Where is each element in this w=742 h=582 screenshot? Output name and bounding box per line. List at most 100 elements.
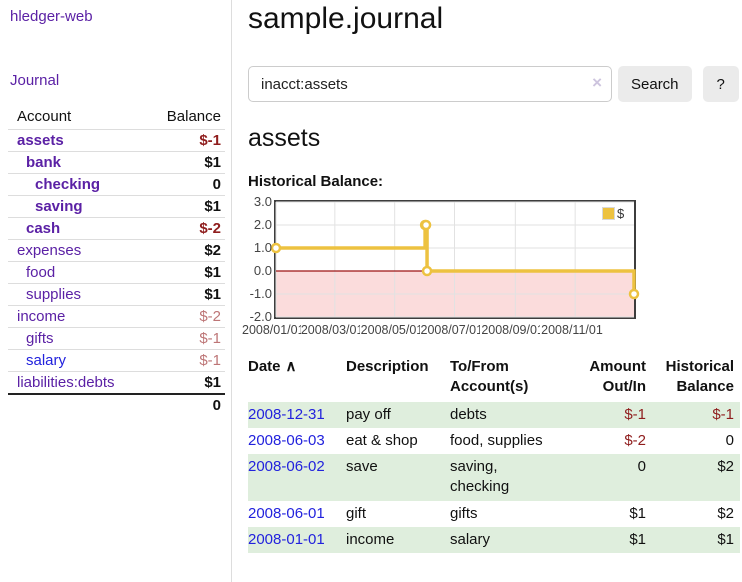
chart-plot-area [270,201,640,318]
transaction-description-cell: gift [346,504,367,522]
accounts-total-row: 0 [8,393,225,416]
transaction-balance-cell: $1 [652,526,740,553]
account-row: supplies $1 [8,283,225,306]
main-content: sample.journal × Search ? assets Histori… [232,0,742,582]
data-point-marker[interactable] [628,288,640,300]
account-balance: $-2 [148,305,225,328]
transaction-date-cell: 2008-12-31 [248,401,346,428]
transaction-date-link[interactable]: 2008-06-02 [248,458,325,475]
sidebar: hledger-web Journal Account Balance asse… [0,0,232,582]
y-axis-tick-label: 1.0 [253,240,272,255]
account-name-cell: expenses [8,239,149,262]
search-field-wrap: × [248,66,612,102]
transaction-row: 2008-06-03 eat & shop food, supplies $-2 0 [248,428,740,454]
accounts-header-account: Account [8,106,149,130]
header-description: Description [346,358,429,375]
help-button[interactable]: ? [702,66,739,102]
account-row: salary $-1 [8,349,225,372]
account-row: food $1 [8,261,225,284]
sidebar-nav: Journal [0,72,231,90]
account-link[interactable]: food [26,264,56,281]
account-row: bank $1 [8,151,225,174]
data-point-marker[interactable] [421,265,433,277]
transaction-accounts-cell: gifts [450,504,478,522]
account-balance: $1 [148,283,225,306]
account-name-cell: assets [8,129,149,152]
page-title: sample.journal [248,2,444,35]
transaction-row: 2008-01-01 income salary $1 $1 [248,526,740,553]
chart-legend: $ [602,206,624,221]
x-axis-tick-label: 2008/05/01 [360,323,420,337]
account-link[interactable]: liabilities:debts [17,374,115,391]
transaction-row: 2008-12-31 pay off debts $-1 $-1 [248,401,740,428]
account-row: checking 0 [8,173,225,196]
x-axis-tick-label: 2008/03/01 [300,323,360,337]
transaction-amount-cell: $-2 [624,431,646,449]
account-link[interactable]: bank [26,154,62,171]
account-name-cell: salary [8,349,149,372]
account-link[interactable]: salary [26,352,67,369]
transaction-date-link[interactable]: 2008-01-01 [248,530,325,548]
transaction-date-cell: 2008-06-02 [248,454,346,501]
account-row: assets $-1 [8,129,225,152]
account-link[interactable]: assets [17,132,64,149]
transaction-amount-cell: $-1 [562,401,652,428]
app-brand-link[interactable]: hledger-web [10,8,93,25]
transaction-row: 2008-06-02 save saving, checking 0 $2 [248,454,740,501]
account-balance: $1 [148,151,225,174]
account-link[interactable]: gifts [26,330,54,347]
transaction-date-cell: 2008-06-03 [248,428,346,454]
account-row: income $-2 [8,305,225,328]
account-link[interactable]: checking [35,176,101,193]
clear-search-icon[interactable]: × [592,73,602,92]
x-axis-tick-label: 2008/07/01 [420,323,480,337]
transaction-date-cell: 2008-01-01 [248,526,346,553]
account-balance: 0 [148,173,225,196]
data-point-marker[interactable] [420,219,432,231]
transaction-accounts-cell: saving, checking [450,454,562,501]
search-row: × Search ? [248,66,742,102]
transaction-balance-cell: 0 [725,431,734,449]
search-input[interactable] [248,66,612,102]
search-button[interactable]: Search [618,66,692,102]
account-row: expenses $2 [8,239,225,262]
chart-title-label: Historical Balance: [248,173,384,190]
account-link[interactable]: income [17,308,66,325]
y-axis-tick-label: -2.0 [249,309,272,324]
account-link[interactable]: supplies [26,286,82,303]
account-link[interactable]: saving [35,198,83,215]
transaction-date-link[interactable]: 2008-06-01 [248,504,325,522]
transaction-description-cell: income [346,526,450,553]
account-name-cell: checking [8,173,149,196]
account-link[interactable]: expenses [17,242,82,259]
transaction-accounts-cell: salary [450,526,562,553]
account-link[interactable]: cash [26,220,61,237]
header-date-label: Date [248,358,281,375]
account-row: gifts $-1 [8,327,225,350]
account-balance: $1 [148,195,225,218]
x-axis-tick-label: 2008/11/01 [541,323,603,337]
data-point-marker[interactable] [270,242,282,254]
account-row: liabilities:debts $1 [8,371,225,395]
legend-swatch-icon [602,207,615,220]
transaction-date-link[interactable]: 2008-12-31 [248,405,325,423]
nav-journal-link[interactable]: Journal [10,72,60,89]
historical-balance-chart: $ 3.0 2.0 1.0 0.0 -1.0 -2.0 2008/01/01 2008/03/… [242,194,678,341]
transaction-balance-cell: $2 [717,504,734,522]
account-row: cash $-2 [8,217,225,240]
transaction-balance-cell: $-1 [652,401,740,428]
header-accounts: To/From Account(s) [450,358,529,396]
transaction-accounts-cell: food, supplies [450,431,543,449]
account-balance: $-1 [148,327,225,350]
account-name-cell: supplies [8,283,149,306]
account-balance: $-2 [148,217,225,240]
account-balance: $1 [148,261,225,284]
x-axis-tick-label: 2008/01/01 [242,323,301,337]
transaction-amount-cell: $1 [629,504,646,522]
transaction-date-link[interactable]: 2008-06-03 [248,431,325,449]
account-name-cell: cash [8,217,149,240]
account-balance: $1 [148,371,225,395]
y-axis-tick-label: -1.0 [249,286,272,301]
header-date[interactable]: Date ∧ [248,355,346,402]
